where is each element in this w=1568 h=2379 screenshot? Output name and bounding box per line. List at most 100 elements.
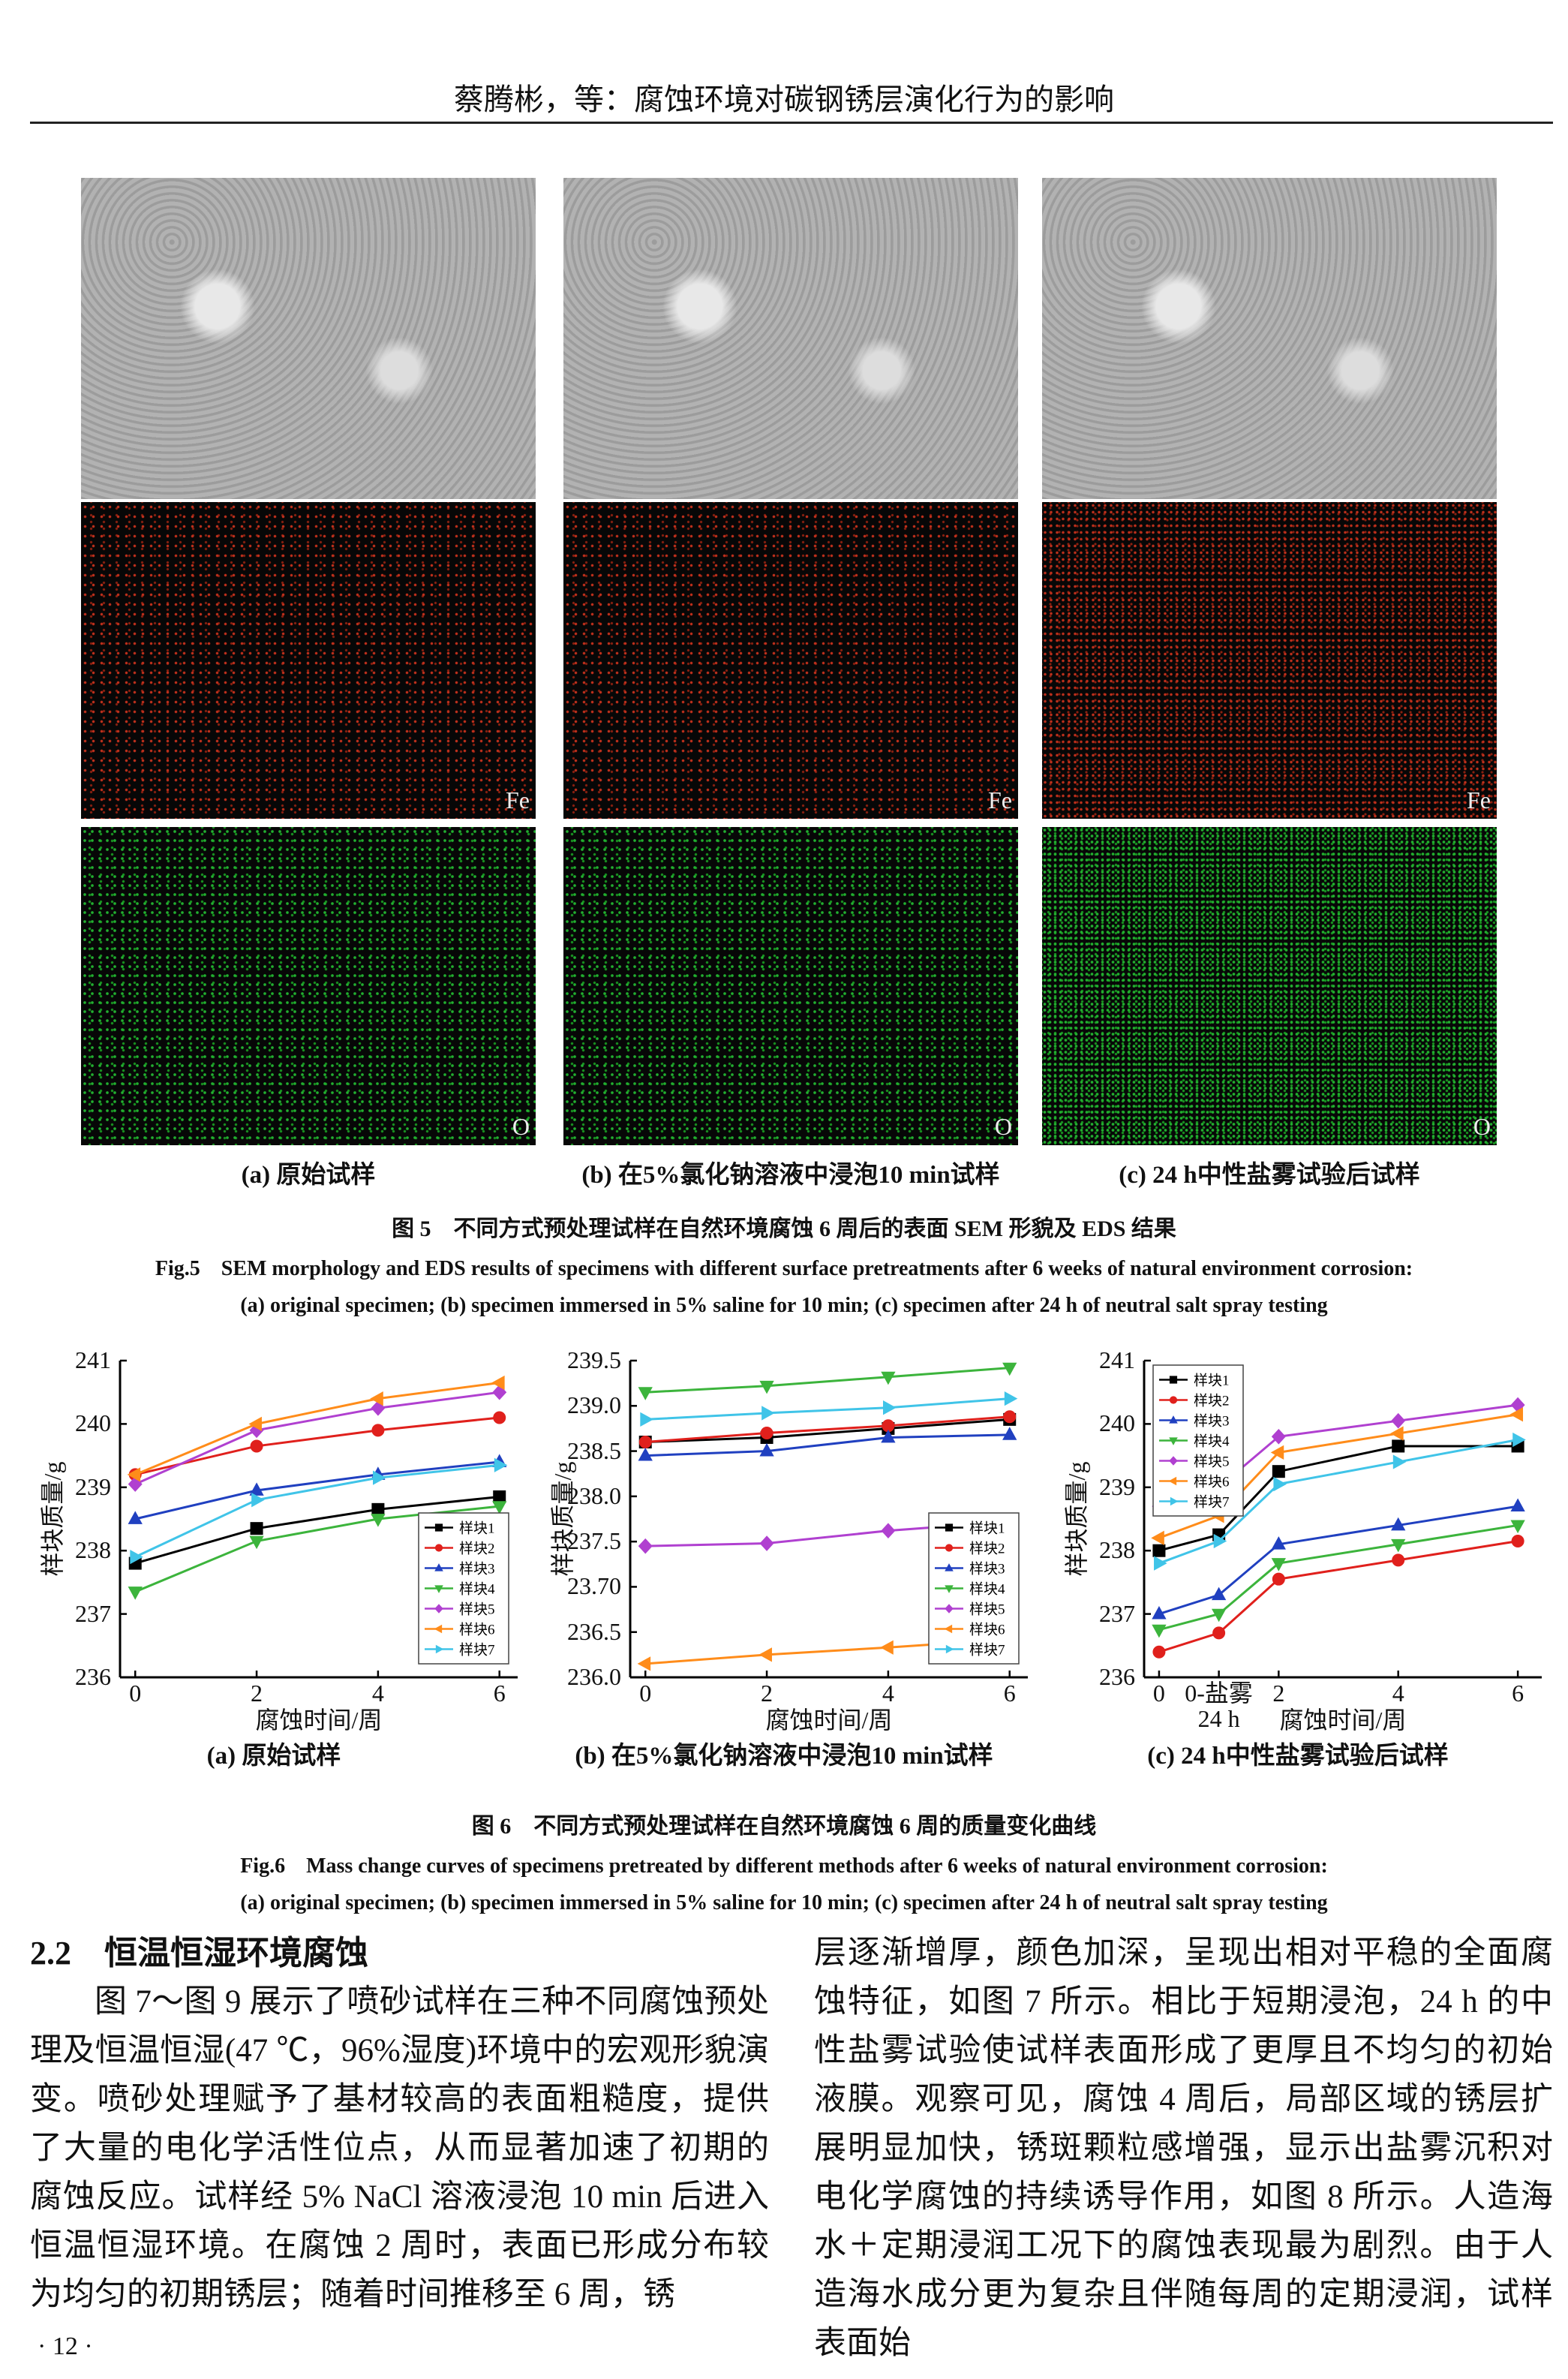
- legend-label: 样块4: [459, 1581, 495, 1598]
- y-axis-title: 样块质量/g: [549, 1461, 576, 1577]
- element-label: Fe: [1467, 786, 1491, 814]
- subfigure-caption: (b) 在5%氯化钠溶液中浸泡10 min试样: [581, 1162, 1000, 1189]
- marker: [945, 1523, 954, 1532]
- marker: [371, 1502, 385, 1516]
- series-line: [134, 1416, 500, 1476]
- marker: [759, 1442, 774, 1457]
- marker: [492, 1501, 507, 1514]
- legend: 样块1 样块2 样块3 样块4 样块5 样块6 样块7: [1152, 1364, 1244, 1517]
- header-rule: [30, 122, 1553, 124]
- marker: [637, 1656, 651, 1671]
- series-line: [134, 1463, 500, 1558]
- y-tick-label: 237.5: [567, 1527, 621, 1555]
- marker: [1511, 1535, 1524, 1548]
- marker: [1390, 1426, 1404, 1441]
- legend-label: 样块3: [1194, 1413, 1230, 1430]
- micrograph: [81, 178, 536, 499]
- y-tick-label: 241: [1099, 1346, 1135, 1373]
- marker: [249, 1482, 264, 1496]
- marker: [1272, 1465, 1285, 1478]
- legend-label: 样块7: [1194, 1494, 1230, 1511]
- y-tick-label: 238: [75, 1536, 111, 1564]
- y-tick-label: 240: [1099, 1409, 1135, 1437]
- series-line: [645, 1397, 1010, 1421]
- series-line: [1158, 1505, 1518, 1616]
- figure-caption: 图 6 不同方式预处理试样在自然环境腐蚀 6 周的质量变化曲线: [471, 1814, 1097, 1839]
- series-line: [134, 1391, 500, 1485]
- marker: [1392, 1454, 1407, 1469]
- marker: [1391, 1517, 1406, 1531]
- y-tick-label: 238: [1099, 1536, 1135, 1564]
- marker: [945, 1604, 954, 1614]
- chart-title: (a) 原始试样: [206, 1743, 341, 1770]
- y-tick-label: 238.5: [567, 1436, 621, 1464]
- legend-label: 样块4: [969, 1581, 1005, 1598]
- legend: 样块1 样块2 样块3 样块4 样块5 样块6 样块7: [928, 1512, 1020, 1665]
- legend-label: 样块1: [1194, 1373, 1230, 1389]
- legend-label: 样块5: [459, 1602, 495, 1618]
- marker: [1169, 1415, 1178, 1424]
- marker: [945, 1563, 954, 1571]
- marker: [494, 1457, 508, 1472]
- legend: 样块1 样块2 样块3 样块4 样块5 样块6 样块7: [418, 1512, 509, 1665]
- y-tick-label: 23.70: [567, 1572, 621, 1600]
- marker: [761, 1406, 775, 1421]
- x-tick-label: 0-盐雾 24 h: [1185, 1680, 1253, 1732]
- marker: [250, 1439, 263, 1453]
- x-axis-title: 腐蚀时间/周: [765, 1707, 893, 1734]
- marker: [945, 1544, 954, 1552]
- micrograph: O: [1042, 827, 1497, 1145]
- marker: [1271, 1428, 1286, 1445]
- marker: [434, 1585, 443, 1593]
- x-tick-label: 6: [1512, 1680, 1524, 1707]
- marker: [1152, 1544, 1166, 1557]
- series-line: [645, 1367, 1010, 1394]
- legend-label: 样块7: [969, 1642, 1005, 1659]
- marker: [434, 1563, 443, 1571]
- chart: 样块1 样块2 样块3 样块4 样块5 样块6 样块7 236.0 236.5 23.70 237.…: [525, 1347, 1043, 1797]
- section-heading: 2.2 恒温恒湿环境腐蚀: [30, 1935, 368, 1971]
- y-tick-label: 239: [1099, 1472, 1135, 1500]
- legend-label: 样块6: [459, 1622, 495, 1638]
- marker: [1270, 1445, 1284, 1460]
- subfigure-caption: (c) 24 h中性盐雾试验后试样: [1119, 1162, 1420, 1189]
- micrograph: Fe: [1042, 502, 1497, 819]
- marker: [881, 1523, 896, 1539]
- legend-label: 样块2: [1194, 1393, 1230, 1409]
- marker: [250, 1522, 263, 1535]
- marker: [1002, 1362, 1017, 1376]
- marker: [1213, 1533, 1227, 1549]
- micrograph: Fe: [563, 502, 1018, 819]
- x-tick-label: 0: [129, 1680, 142, 1707]
- chart-title: (b) 在5%氯化钠溶液中浸泡10 min试样: [575, 1743, 993, 1770]
- marker: [1212, 1626, 1226, 1640]
- marker: [493, 1411, 506, 1424]
- x-axis-title: 腐蚀时间/周: [1279, 1707, 1407, 1734]
- x-tick-label: 6: [1003, 1680, 1016, 1707]
- marker: [1170, 1496, 1179, 1506]
- x-tick-label: 2: [251, 1680, 263, 1707]
- element-label: Fe: [506, 786, 530, 814]
- marker: [638, 1538, 653, 1554]
- series-line: [645, 1415, 1010, 1444]
- marker: [1271, 1536, 1286, 1550]
- x-tick-label: 4: [1392, 1680, 1404, 1707]
- y-tick-label: 239: [75, 1472, 111, 1500]
- chart-svg: 样块1 样块2 样块3 样块4 样块5 样块6 样块7: [629, 1359, 1028, 1679]
- marker: [128, 1587, 143, 1600]
- marker: [1169, 1396, 1178, 1404]
- y-tick-label: 236: [1099, 1663, 1135, 1690]
- marker: [248, 1416, 262, 1432]
- marker: [1168, 1476, 1177, 1486]
- marker: [1391, 1412, 1406, 1429]
- running-header: 蔡腾彬，等：腐蚀环境对碳钢锈层演化行为的影响: [454, 83, 1114, 116]
- marker: [1154, 1556, 1167, 1571]
- marker: [434, 1604, 443, 1614]
- figure-caption-en: Fig.6 Mass change curves of specimens pr…: [240, 1854, 1328, 1878]
- marker: [881, 1371, 896, 1385]
- marker: [759, 1380, 774, 1394]
- marker: [371, 1424, 385, 1437]
- marker: [434, 1624, 443, 1634]
- y-tick-label: 237: [75, 1599, 111, 1627]
